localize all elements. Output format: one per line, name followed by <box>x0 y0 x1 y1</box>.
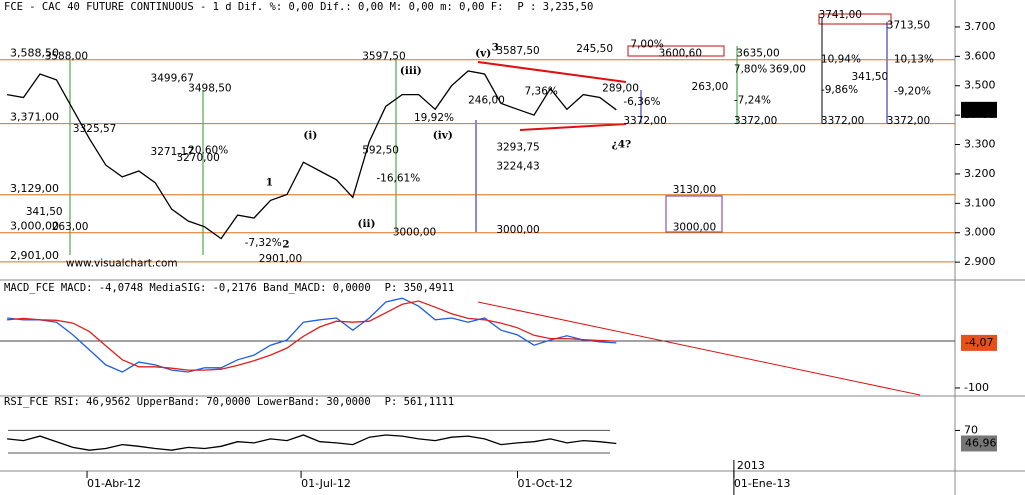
annotation: 341,50 <box>852 71 889 83</box>
annotation: 3713,50 <box>887 19 930 31</box>
panel-p-label: P: 561,1111 <box>385 396 455 408</box>
y-tick-label: 3.200 <box>964 167 996 180</box>
year-tick-label: 2013 <box>737 459 765 472</box>
annotation: 3372,00 <box>821 115 864 127</box>
annotation: 289,00 <box>602 83 639 95</box>
annotation: 3498,50 <box>188 83 231 95</box>
y-tick-label: 3.600 <box>964 49 996 62</box>
annotation: 3130,00 <box>673 184 716 196</box>
annotation: 10,13% <box>894 53 934 65</box>
annotation: -9,86% <box>821 84 858 96</box>
annotation: 3600,60 <box>659 47 702 59</box>
annotation: (ii) <box>358 218 376 230</box>
annotation: -9,20% <box>894 86 931 98</box>
annotation: (i) <box>303 130 317 142</box>
y-tick-label: 3.300 <box>964 138 996 151</box>
annotation: ¿4? <box>612 139 632 151</box>
annotation: 3372,00 <box>623 115 666 127</box>
annotation: 3000,00 <box>673 221 716 233</box>
annotation: 3000,00 <box>496 224 539 236</box>
panel-p-label: P : 3,235,50 <box>517 1 593 13</box>
last-value-box <box>961 435 997 452</box>
annotation: 369,00 <box>769 64 806 76</box>
annotation: 263,00 <box>692 81 729 93</box>
series-line <box>7 434 617 451</box>
y-tick-label: -100 <box>964 381 989 394</box>
trendline <box>519 123 627 131</box>
annotation: 3293,75 <box>496 141 539 153</box>
panel-p-label: P: 350,4911 <box>385 282 455 294</box>
annotation: -16,61% <box>376 172 420 184</box>
series-line <box>7 297 617 373</box>
series-line <box>6 70 617 240</box>
trendline <box>477 61 627 83</box>
level-label: 2,901,00 <box>10 249 59 262</box>
measure-box <box>627 45 725 57</box>
annotation: -6,36% <box>623 96 660 108</box>
panel-title: FCE - CAC 40 FUTURE CONTINUOUS - 1 d Dif… <box>4 1 503 13</box>
annotation: 3597,50 <box>362 50 405 62</box>
annotation: 3588,00 <box>45 50 88 62</box>
x-tick-label: 01-Abr-12 <box>87 477 141 490</box>
annotation: 3000,00 <box>393 227 436 239</box>
annotation: 246,00 <box>468 94 505 106</box>
annotation: 1 <box>266 177 273 189</box>
measure-box <box>665 195 723 233</box>
annotation: -7,32% <box>245 237 282 249</box>
last-value-label: 46,96 <box>965 436 997 449</box>
y-tick-label: 3.700 <box>964 20 996 33</box>
annotation: 19,92% <box>414 112 454 124</box>
annotation: 3587,50 <box>496 45 539 57</box>
annotation: 3325,57 <box>73 123 116 135</box>
last-value-box <box>961 101 997 118</box>
annotation: 3 <box>492 42 499 54</box>
annotation: 341,50 <box>26 206 63 218</box>
annotation: 3372,00 <box>734 115 777 127</box>
annotation: 2901,00 <box>259 253 302 265</box>
level-label: 3,129,00 <box>10 182 59 195</box>
level-label: 3,000,00 <box>10 220 59 233</box>
last-value-label: -4,07 <box>965 336 993 349</box>
trendline <box>477 301 921 396</box>
y-tick-label: 2.900 <box>964 255 996 268</box>
annotation: 3271,17 <box>151 146 194 158</box>
annotation: 263,00 <box>52 221 89 233</box>
annotation: 2 <box>282 238 289 250</box>
annotation: 20,60% <box>188 144 228 156</box>
annotation: 7,36% <box>525 86 558 98</box>
annotation: 592,50 <box>362 144 399 156</box>
panel-title: RSI_FCE RSI: 46,9562 UpperBand: 70,0000 … <box>4 396 371 408</box>
annotation: 3224,43 <box>496 161 539 173</box>
annotation: 3499,67 <box>151 72 194 84</box>
series-line <box>7 300 617 371</box>
annotation: 3372,00 <box>887 115 930 127</box>
x-tick-label: 01-Jul-12 <box>301 477 351 490</box>
x-tick-label: 01-Oct-12 <box>517 477 572 490</box>
last-value-label: 3.418 <box>965 103 997 116</box>
y-tick-label: 3.000 <box>964 226 996 239</box>
annotation: (v) <box>475 47 491 59</box>
last-value-box <box>961 334 997 351</box>
y-tick-label: 70 <box>964 423 978 436</box>
level-label: 3,371,00 <box>10 111 59 124</box>
y-tick-label: 3.100 <box>964 196 996 209</box>
annotation: 7,80% <box>734 64 767 76</box>
x-tick-label: 01-Ene-13 <box>734 477 791 490</box>
annotation: -7,24% <box>734 94 771 106</box>
measure-box <box>818 13 892 25</box>
annotation: 3635,00 <box>736 47 779 59</box>
annotation: 7,00% <box>630 39 663 51</box>
annotation: 3270,00 <box>176 152 219 164</box>
annotation: 3741,00 <box>819 9 862 21</box>
y-tick-label: 3.500 <box>964 79 996 92</box>
annotation: 10,94% <box>821 53 861 65</box>
annotation: 245,50 <box>576 43 613 55</box>
annotation: (iv) <box>433 130 453 142</box>
annotation: www.visualchart.com <box>66 258 178 270</box>
annotation: (iii) <box>400 65 422 77</box>
level-label: 3,588,50 <box>10 47 59 60</box>
panel-title: MACD_FCE MACD: -4,0748 MediaSIG: -0,2176… <box>4 282 371 294</box>
